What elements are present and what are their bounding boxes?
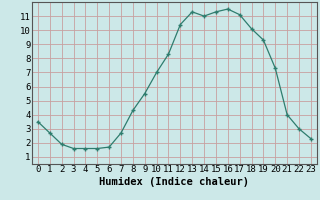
X-axis label: Humidex (Indice chaleur): Humidex (Indice chaleur) [100, 177, 249, 187]
